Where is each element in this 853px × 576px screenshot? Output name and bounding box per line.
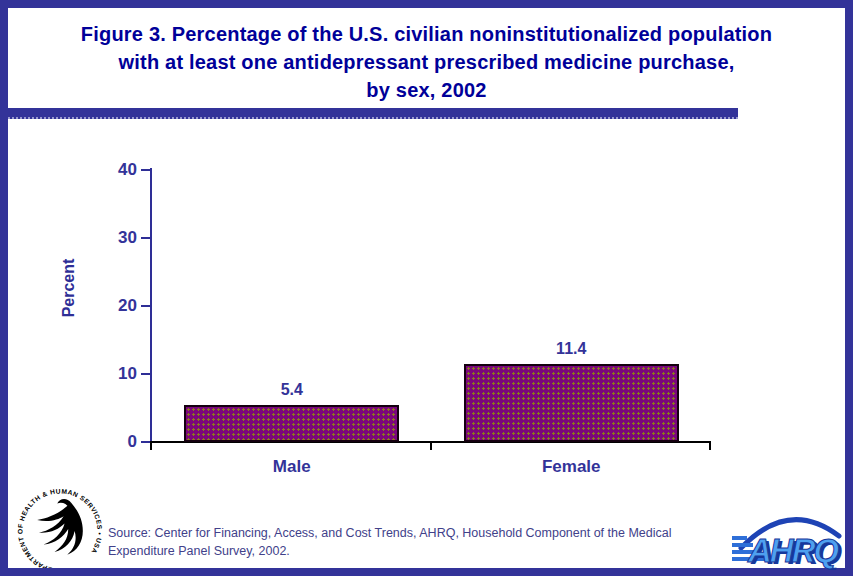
x-axis-tick <box>430 443 432 450</box>
bar-value-label: 11.4 <box>511 340 631 358</box>
y-axis-tick <box>141 305 150 307</box>
figure-title-line-2: with at least one antidepressant prescri… <box>10 48 843 76</box>
figure-title-line-3: by sex, 2002 <box>10 76 843 104</box>
ahrq-wordmark: AHRQ <box>747 532 839 569</box>
y-axis-title: Percent <box>60 248 80 328</box>
y-axis-line <box>150 168 152 449</box>
figure-title-line-1: Figure 3. Percentage of the U.S. civilia… <box>10 20 843 48</box>
y-tick-label: 0 <box>57 432 137 452</box>
bar-female <box>464 364 679 442</box>
figure-title: Figure 3. Percentage of the U.S. civilia… <box>10 20 843 104</box>
y-axis-tick <box>141 237 150 239</box>
y-axis-tick <box>141 373 150 375</box>
y-tick-label: 40 <box>57 160 137 180</box>
y-tick-label: 30 <box>57 228 137 248</box>
x-category-label: Male <box>212 457 372 477</box>
y-tick-label: 20 <box>57 296 137 316</box>
y-tick-label: 10 <box>57 364 137 384</box>
bar-value-label: 5.4 <box>232 381 352 399</box>
bar-male <box>184 405 399 442</box>
x-axis-tick <box>150 443 152 450</box>
ahrq-logo-icon: AHRQ AHRQ <box>731 496 845 570</box>
y-axis-tick <box>141 169 150 171</box>
x-category-label: Female <box>491 457 651 477</box>
y-axis-tick <box>141 441 150 443</box>
slide-page: Figure 3. Percentage of the U.S. civilia… <box>0 0 853 576</box>
x-axis-tick <box>709 443 711 450</box>
